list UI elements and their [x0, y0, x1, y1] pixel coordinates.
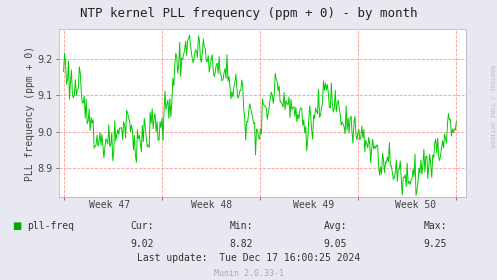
Text: Munin 2.0.33-1: Munin 2.0.33-1: [214, 269, 283, 278]
Text: Week 48: Week 48: [191, 200, 232, 210]
Text: 8.82: 8.82: [229, 239, 253, 249]
Text: pll-freq: pll-freq: [27, 221, 75, 231]
Text: Week 49: Week 49: [293, 200, 334, 210]
Text: Week 50: Week 50: [395, 200, 436, 210]
Text: RRDTOOL / TOBI OETIKER: RRDTOOL / TOBI OETIKER: [490, 65, 495, 148]
Text: 9.25: 9.25: [423, 239, 447, 249]
Text: 9.05: 9.05: [324, 239, 347, 249]
Text: Max:: Max:: [423, 221, 447, 231]
Y-axis label: PLL frequency (ppm + 0): PLL frequency (ppm + 0): [25, 46, 35, 181]
Text: Last update:  Tue Dec 17 16:00:25 2024: Last update: Tue Dec 17 16:00:25 2024: [137, 253, 360, 263]
Text: Avg:: Avg:: [324, 221, 347, 231]
Text: Cur:: Cur:: [130, 221, 154, 231]
Text: Min:: Min:: [229, 221, 253, 231]
Text: 9.02: 9.02: [130, 239, 154, 249]
Text: Week 47: Week 47: [89, 200, 130, 210]
Text: NTP kernel PLL frequency (ppm + 0) - by month: NTP kernel PLL frequency (ppm + 0) - by …: [80, 7, 417, 20]
Text: ■: ■: [12, 221, 22, 231]
